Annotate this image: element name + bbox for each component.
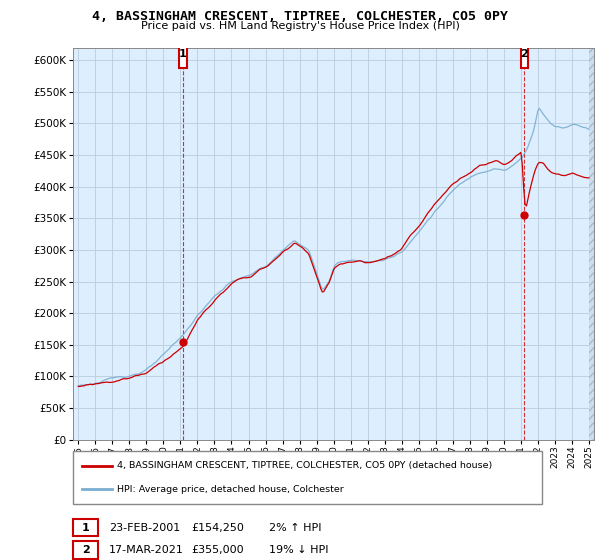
Text: 19% ↓ HPI: 19% ↓ HPI [269, 545, 329, 555]
Text: £355,000: £355,000 [191, 545, 244, 555]
Text: 2: 2 [82, 545, 89, 555]
Text: 4, BASSINGHAM CRESCENT, TIPTREE, COLCHESTER, CO5 0PY: 4, BASSINGHAM CRESCENT, TIPTREE, COLCHES… [92, 10, 508, 23]
Text: Price paid vs. HM Land Registry's House Price Index (HPI): Price paid vs. HM Land Registry's House … [140, 21, 460, 31]
Text: 23-FEB-2001: 23-FEB-2001 [109, 522, 181, 533]
Text: 1: 1 [82, 522, 89, 533]
Bar [589, 48, 594, 440]
Text: 1: 1 [179, 49, 187, 59]
Text: 2% ↑ HPI: 2% ↑ HPI [269, 522, 322, 533]
Text: 4, BASSINGHAM CRESCENT, TIPTREE, COLCHESTER, CO5 0PY (detached house): 4, BASSINGHAM CRESCENT, TIPTREE, COLCHES… [117, 461, 492, 470]
Text: 17-MAR-2021: 17-MAR-2021 [109, 545, 184, 555]
Text: HPI: Average price, detached house, Colchester: HPI: Average price, detached house, Colc… [117, 484, 344, 493]
Text: £154,250: £154,250 [191, 522, 244, 533]
Text: 2: 2 [521, 49, 528, 59]
FancyBboxPatch shape [521, 40, 528, 68]
FancyBboxPatch shape [179, 40, 187, 68]
